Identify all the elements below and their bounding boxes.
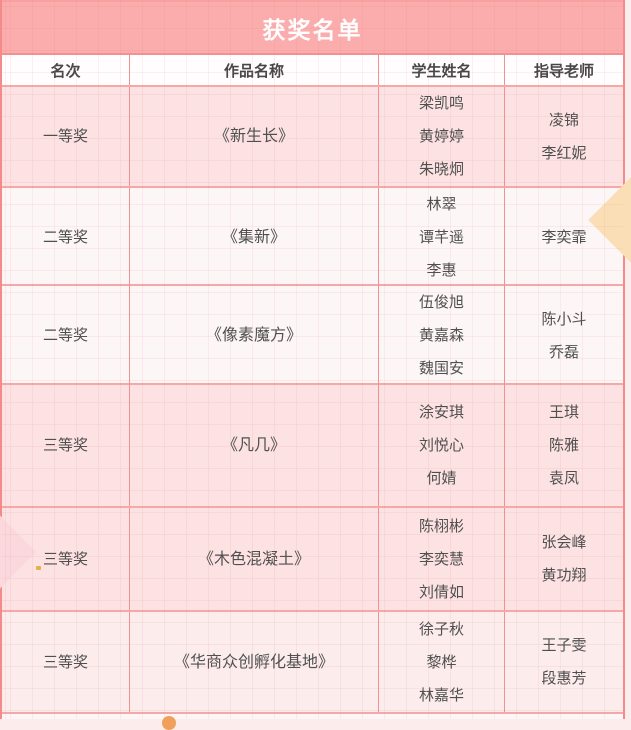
student-name: 谭芊遥	[418, 229, 464, 246]
work-cell: 《集新》	[130, 188, 379, 287]
teacher-name: 段惠芳	[541, 670, 587, 687]
rank-cell: 二等奖	[2, 188, 130, 287]
rank-cell: 三等奖	[2, 385, 130, 506]
teachers-cell: 李奕霏	[505, 188, 623, 287]
work-cell: 《像素魔方》	[130, 286, 379, 385]
teachers-cell: 王琪 陈雅 袁凤	[505, 385, 623, 506]
teacher-name: 张会峰	[541, 534, 587, 551]
student-name: 黄婷婷	[418, 128, 464, 145]
student-name: 刘悦心	[418, 437, 464, 454]
student-name: 朱晓炯	[418, 161, 464, 178]
teacher-name: 王琪	[548, 404, 579, 421]
rank-cell: 一等奖	[2, 87, 130, 186]
students-cell: 陈栩彬 李奕慧 刘倩如	[379, 508, 505, 610]
students-cell: 伍俊旭 黄嘉森 魏国安	[379, 286, 505, 385]
work-cell: 《新生长》	[130, 87, 379, 186]
student-name: 李奕慧	[418, 550, 464, 568]
work-cell: 《凡几》	[130, 385, 379, 506]
student-name: 伍俊旭	[418, 294, 464, 311]
student-name: 李惠	[426, 262, 457, 279]
table-row: 三等奖 《木色混凝土》 陈栩彬 李奕慧 刘倩如 张会峰 黄功翔	[2, 508, 623, 612]
teacher-name: 李红妮	[541, 144, 587, 162]
column-header-work: 作品名称	[130, 55, 379, 85]
student-name: 林嘉华	[418, 686, 464, 704]
table-title-bar: 获奖名单	[2, 0, 623, 55]
students-cell: 涂安琪 刘悦心 何婧	[379, 385, 505, 506]
student-name: 魏国安	[418, 360, 464, 377]
column-header-students: 学生姓名	[379, 55, 505, 85]
rank-cell: 三等奖	[2, 508, 130, 610]
students-cell: 徐子秋 黎桦 林嘉华	[379, 612, 505, 712]
table-row: 二等奖 《集新》 林翠 谭芊遥 李惠 李奕霏	[2, 188, 623, 287]
table-row: 二等奖 《像素魔方》 伍俊旭 黄嘉森 魏国安 陈小斗 乔磊	[2, 286, 623, 385]
teacher-name: 李奕霏	[541, 229, 587, 246]
work-cell: 《华商众创孵化基地》	[130, 612, 379, 712]
table-header-row: 名次 作品名称 学生姓名 指导老师	[2, 55, 623, 87]
table-row: 一等奖 《新生长》 梁凯鸣 黄婷婷 朱晓炯 凌锦 李红妮	[2, 87, 623, 188]
page-title: 获奖名单	[262, 16, 363, 43]
column-header-teachers: 指导老师	[533, 62, 594, 80]
student-name: 何婧	[426, 470, 457, 487]
students-cell: 梁凯鸣 黄婷婷 朱晓炯	[379, 87, 505, 186]
teacher-name: 陈小斗	[541, 310, 587, 328]
rank-cell: 三等奖	[2, 612, 130, 712]
teachers-cell: 王子雯 段惠芳	[505, 612, 623, 712]
student-name: 陈栩彬	[418, 517, 464, 535]
teacher-name: 袁凤	[548, 470, 579, 487]
work-cell: 《木色混凝土》	[130, 508, 379, 610]
teacher-name: 乔磊	[548, 343, 579, 361]
teachers-cell: 凌锦 李红妮	[505, 87, 623, 186]
student-name: 黄嘉森	[418, 327, 464, 344]
teacher-name: 王子雯	[541, 637, 587, 654]
student-name: 刘倩如	[418, 583, 464, 601]
student-name: 林翠	[426, 196, 457, 213]
teachers-cell: 张会峰 黄功翔	[505, 508, 623, 610]
orange-arc-decoration	[162, 716, 176, 730]
teacher-name: 黄功翔	[541, 567, 587, 584]
table-row: 三等奖 《凡几》 涂安琪 刘悦心 何婧 王琪 陈雅 袁凤	[2, 385, 623, 508]
rank-cell: 二等奖	[2, 286, 130, 385]
teachers-cell: 陈小斗 乔磊	[505, 286, 623, 385]
student-name: 梁凯鸣	[418, 95, 464, 112]
award-table: 获奖名单 名次 作品名称 学生姓名 指导老师 一等奖 《新生长》 梁凯鸣 黄婷婷…	[0, 0, 625, 719]
teacher-name: 陈雅	[548, 437, 579, 454]
student-name: 徐子秋	[418, 620, 464, 638]
yellow-dot-decoration	[36, 566, 41, 570]
teacher-name: 凌锦	[548, 111, 579, 129]
student-name: 涂安琪	[418, 404, 464, 421]
table-row: 三等奖 《华商众创孵化基地》 徐子秋 黎桦 林嘉华 王子雯 段惠芳	[2, 612, 623, 714]
student-name: 黎桦	[426, 653, 457, 671]
students-cell: 林翠 谭芊遥 李惠	[379, 188, 505, 287]
column-header-rank: 名次	[2, 55, 130, 85]
